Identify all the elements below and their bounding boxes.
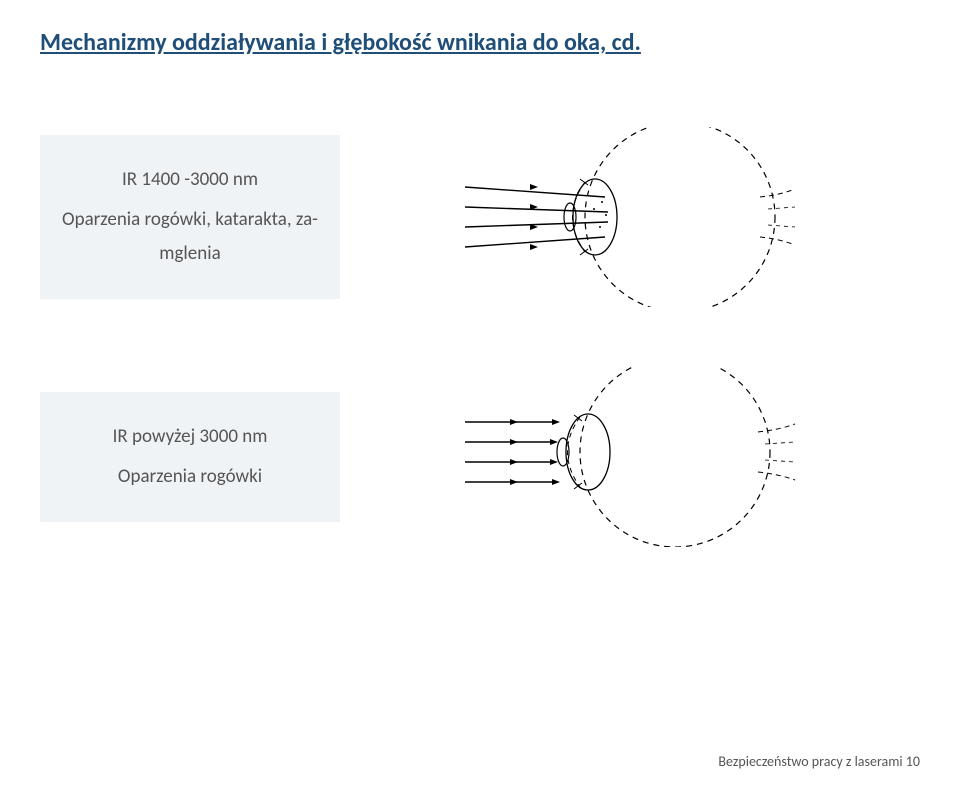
page-title: Mechanizmy oddziaływania i głębokość wni…	[40, 28, 920, 57]
info-box-2: IR powyżej 3000 nm Oparzenia rogówki	[40, 392, 340, 522]
eye-diagram-2	[460, 367, 800, 547]
row-ir-3000: IR powyżej 3000 nm Oparzenia rogówki	[40, 367, 920, 547]
effect-2: Oparzenia rogówki	[118, 465, 262, 488]
wavelength-2: IR powyżej 3000 nm	[58, 420, 322, 454]
wavelength-1: IR 1400 -3000 nm	[58, 163, 322, 197]
info-box-1: IR 1400 -3000 nm Oparzenia rogówki, kata…	[40, 135, 340, 300]
footer: Bezpieczeństwo pracy z laserami 10	[718, 753, 920, 770]
effect-1: Oparzenia rogówki, katarakta, za- mgleni…	[62, 208, 318, 265]
row-ir-1400-3000: IR 1400 -3000 nm Oparzenia rogówki, kata…	[40, 127, 920, 307]
eye-diagram-1	[460, 127, 800, 307]
